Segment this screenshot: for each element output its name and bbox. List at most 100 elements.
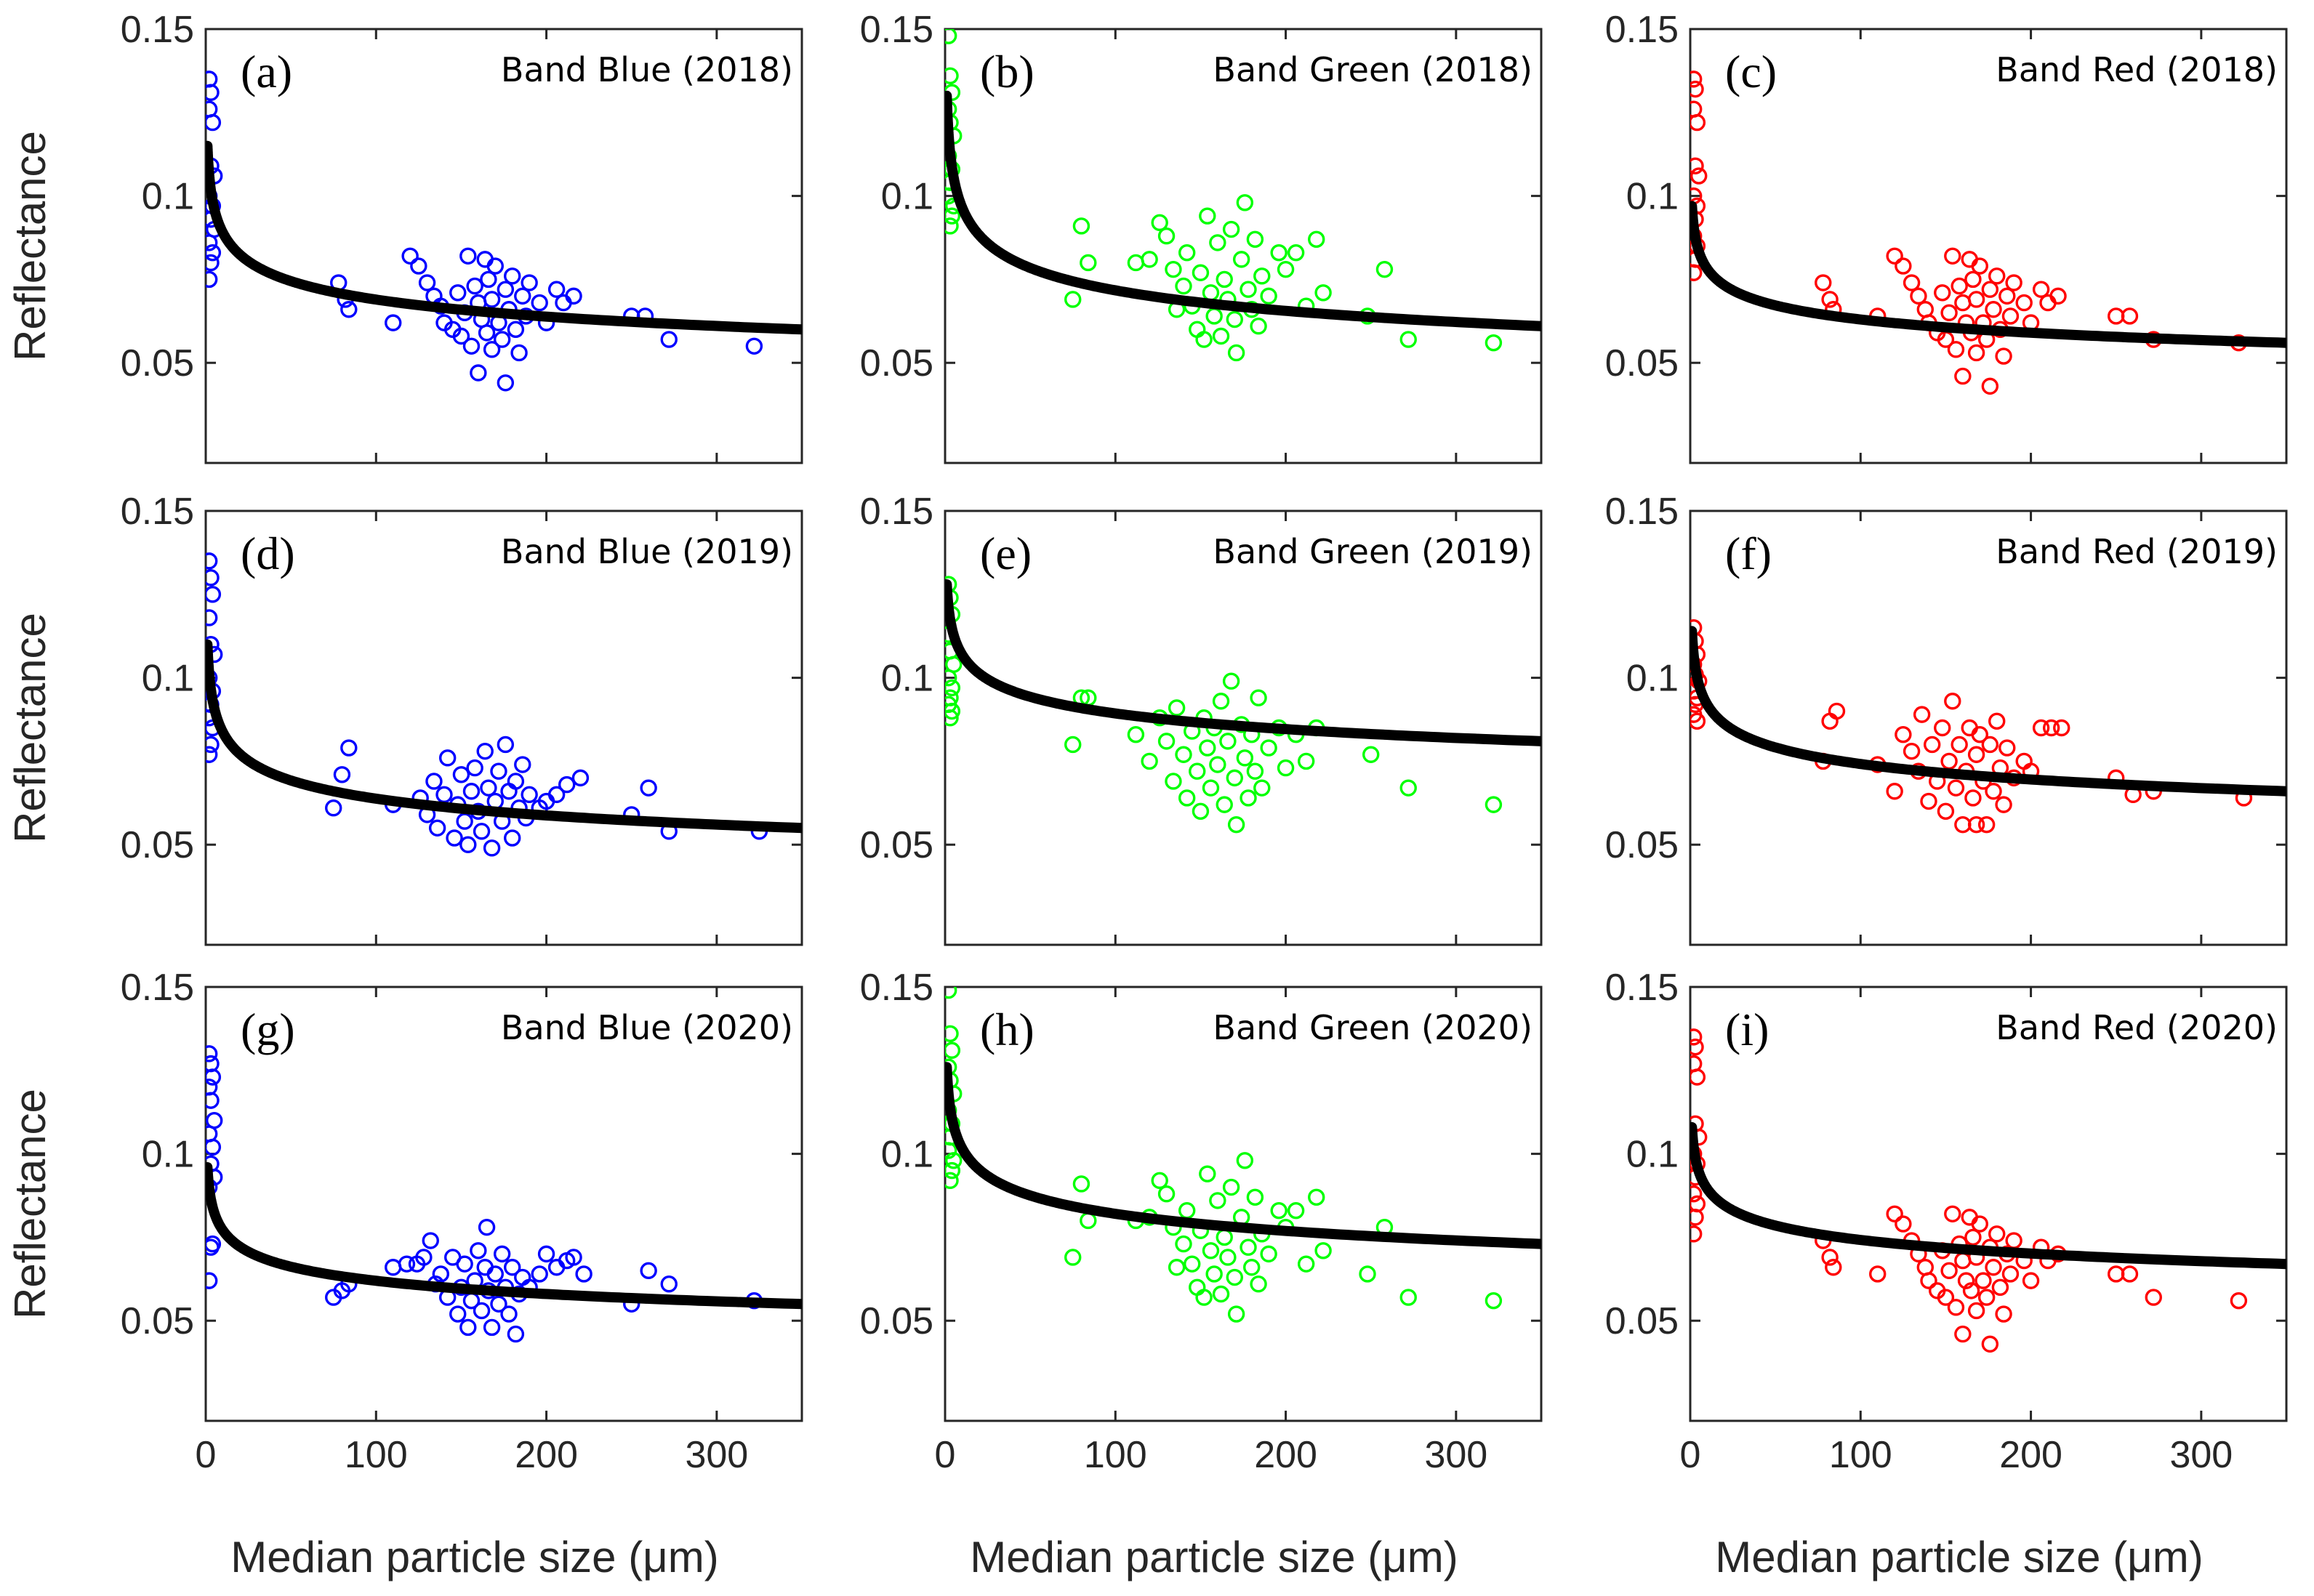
- data-point: [514, 287, 531, 305]
- data-point: [1690, 1209, 1704, 1226]
- data-point: [1690, 1068, 1706, 1086]
- data-point: [1895, 257, 1912, 275]
- data-point: [1127, 254, 1145, 272]
- y-tick-label: 0.1: [881, 176, 933, 218]
- data-point: [1216, 1228, 1233, 1246]
- data-point: [1260, 287, 1277, 305]
- data-point: [547, 281, 566, 298]
- data-point: [1954, 1252, 1972, 1270]
- panel-label: (i): [1725, 1004, 1769, 1055]
- data-point: [1971, 257, 1988, 275]
- y-tick-label: 0.1: [142, 176, 194, 218]
- panel-b: 0.05 0.1 0.15 (b) Band Green (2018): [860, 9, 1543, 464]
- data-point: [1690, 1185, 1703, 1203]
- data-point: [1195, 1289, 1213, 1306]
- data-point: [462, 783, 481, 800]
- data-point: [1910, 287, 1927, 305]
- data-point: [1991, 1278, 2009, 1297]
- data-point: [1944, 247, 1961, 265]
- axes-frame: [1689, 28, 2288, 464]
- data-point: [1690, 1038, 1704, 1056]
- data-point: [456, 1255, 473, 1273]
- data-point: [1157, 733, 1176, 750]
- panel-title: Band Blue (2018): [501, 50, 793, 89]
- data-point: [401, 247, 419, 265]
- data-point: [531, 1265, 548, 1283]
- data-point: [1947, 779, 1965, 797]
- data-point: [1297, 752, 1315, 770]
- data-point: [206, 84, 220, 101]
- data-point: [1913, 706, 1931, 723]
- data-point: [2022, 1272, 2040, 1289]
- data-point: [1240, 1238, 1257, 1256]
- data-point: [410, 257, 427, 275]
- data-point: [418, 274, 436, 291]
- data-point: [459, 836, 477, 853]
- data-point: [1277, 260, 1295, 278]
- fit-curve: [206, 1162, 802, 1310]
- data-point: [1287, 1201, 1305, 1220]
- fit-curve: [945, 1062, 1541, 1249]
- data-point: [1232, 251, 1250, 268]
- data-point: [2230, 1291, 2248, 1310]
- data-point: [1236, 749, 1254, 767]
- data-point: [531, 294, 548, 312]
- fit-curve: [945, 579, 1541, 746]
- data-point: [1995, 1305, 2012, 1323]
- data-point: [1964, 789, 1982, 807]
- panel-title: Band Green (2019): [1213, 532, 1532, 571]
- data-point: [1940, 752, 1958, 770]
- data-point: [1998, 287, 2016, 305]
- data-point: [206, 746, 218, 763]
- data-series: [206, 70, 802, 392]
- data-point: [490, 1295, 507, 1313]
- data-point: [1920, 792, 1937, 810]
- data-point: [206, 569, 220, 587]
- data-point: [1127, 725, 1145, 743]
- data-point: [1895, 725, 1912, 743]
- axes-frame: [204, 986, 803, 1422]
- data-point: [1219, 1249, 1237, 1266]
- panel-title: Band Green (2018): [1213, 50, 1532, 89]
- data-point: [446, 829, 463, 847]
- data-point: [1362, 746, 1380, 763]
- data-point: [1189, 762, 1206, 780]
- data-point: [497, 374, 515, 392]
- data-point: [1944, 1205, 1961, 1222]
- data-point: [1964, 1228, 1982, 1246]
- data-point: [1178, 1201, 1196, 1220]
- data-point: [1260, 739, 1277, 757]
- data-point: [1967, 746, 1985, 763]
- data-point: [1971, 1215, 1988, 1233]
- data-point: [398, 1255, 416, 1273]
- data-point: [565, 1249, 582, 1266]
- data-point: [504, 267, 521, 285]
- data-point: [1205, 1265, 1223, 1283]
- data-point: [1209, 234, 1226, 251]
- data-point: [945, 1041, 961, 1059]
- data-point: [2005, 1232, 2022, 1249]
- data-point: [1934, 719, 1951, 737]
- data-point: [415, 1249, 433, 1266]
- panel-i: 0.05 0.1 0.15 0 100 200 300 (i) Band Red (2020) M…: [1605, 967, 2288, 1581]
- panel-title: Band Red (2018): [1996, 50, 2278, 89]
- data-point: [1308, 230, 1325, 249]
- data-point: [206, 609, 218, 626]
- x-tick-label: 200: [515, 1434, 578, 1476]
- y-tick-label: 0.05: [121, 824, 194, 866]
- data-point: [425, 773, 443, 790]
- data-point: [428, 819, 446, 837]
- panel-label: (e): [980, 528, 1032, 579]
- data-point: [1195, 331, 1213, 348]
- data-point: [483, 1318, 501, 1337]
- data-point: [1287, 243, 1305, 262]
- data-point: [507, 773, 525, 790]
- data-point: [558, 775, 576, 794]
- data-point: [206, 254, 220, 272]
- data-point: [1690, 1225, 1703, 1243]
- data-point: [1988, 1225, 2006, 1243]
- data-point: [206, 113, 222, 132]
- data-series: [1690, 70, 2286, 395]
- data-point: [2108, 1265, 2125, 1283]
